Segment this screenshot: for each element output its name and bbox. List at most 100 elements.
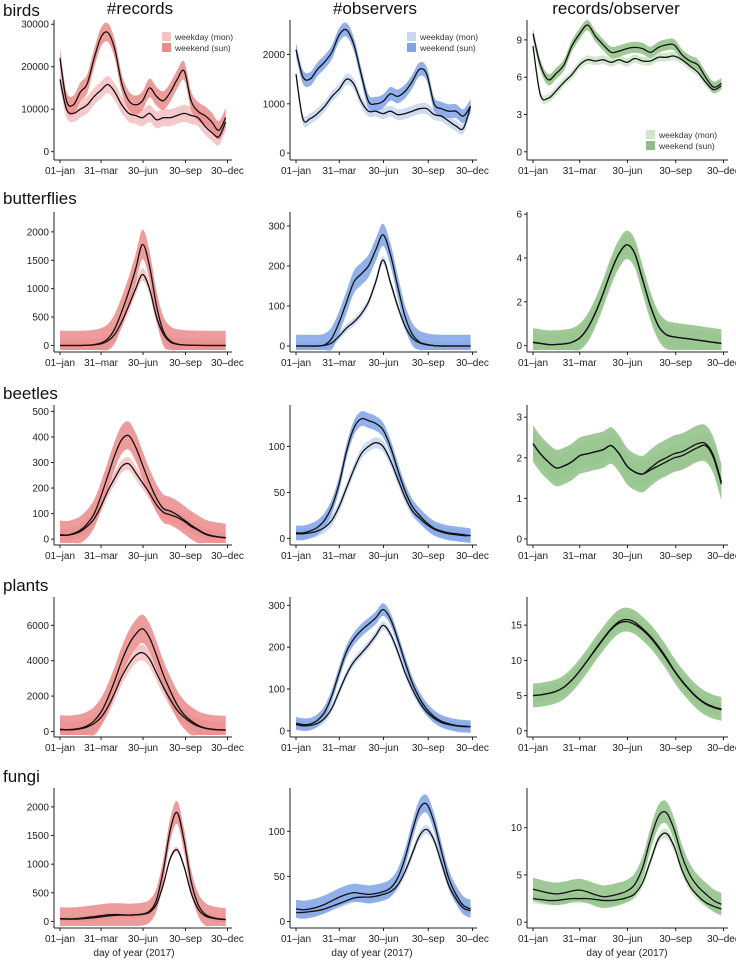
series-line-weekday-mon	[532, 832, 722, 910]
legend-label-weekday: weekday (mon)	[174, 32, 233, 42]
y-tick-label: 200	[268, 262, 285, 273]
x-tick-label: 30–jun	[128, 358, 158, 369]
y-tick-label: 0	[43, 727, 49, 738]
ci-band-weekend-sun	[296, 22, 471, 124]
y-tick-label: 10	[511, 823, 523, 834]
panel-beetles-observers: 0 50 100 01–jan 31–mar 30–jun 30–sep 30–dec	[268, 405, 489, 562]
x-tick-label: 30–jun	[612, 166, 642, 177]
x-tick-label: 30–dec	[211, 551, 244, 562]
legend: weekday (mon)weekend (sun)	[407, 32, 478, 53]
y-tick-label: 2	[516, 453, 522, 464]
series-line-weekend-sun	[532, 441, 723, 483]
series-line-weekend-sun	[59, 31, 227, 132]
x-tick-label: 01–jan	[518, 551, 548, 562]
y-tick-label: 300	[32, 458, 49, 469]
panel-birds-records: 0 10000 20000 30000 01–jan 31–mar 30–jun 30–sep…	[21, 20, 244, 177]
ci-band-weekend-sun	[296, 603, 471, 733]
x-axis-label-records-per-observer: day of year (2017)	[586, 948, 667, 959]
x-tick-label: 01–jan	[281, 743, 311, 754]
x-tick-label: 01–jan	[45, 551, 75, 562]
x-tick-label: 30–dec	[456, 166, 489, 177]
y-tick-label: 100	[268, 685, 285, 696]
x-tick-label: 01–jan	[518, 743, 548, 754]
ci-band-weekend-sun	[60, 229, 226, 351]
ci-band-weekend-sun	[533, 800, 722, 916]
y-tick-label: 0	[43, 341, 49, 352]
y-tick-label: 100	[268, 827, 285, 838]
x-tick-label: 30–jun	[369, 166, 399, 177]
series-line-weekend-sun	[60, 243, 226, 347]
x-tick-label: 30–jun	[369, 934, 399, 945]
y-tick-label: 200	[32, 484, 49, 495]
series-line-weekend-sun	[296, 234, 471, 347]
y-tick-label: 1000	[27, 860, 50, 871]
y-tick-label: 400	[32, 432, 49, 443]
y-tick-label: 0	[279, 342, 285, 353]
ci-band-weekend-sun	[60, 800, 226, 927]
panel-birds-records-observer: 0 3 6 9 01–jan 31–mar 30–jun 30–sep 30–dec weekda…	[516, 19, 736, 177]
x-tick-label: 30–jun	[612, 934, 642, 945]
x-tick-label: 30–sep	[659, 934, 692, 945]
x-tick-label: 30–dec	[456, 551, 489, 562]
x-tick-label: 30–jun	[128, 166, 158, 177]
x-tick-label: 31–mar	[563, 934, 598, 945]
series-line-weekend-sun	[295, 608, 471, 728]
column-title-records: #records	[107, 0, 173, 18]
y-tick-label: 2	[516, 297, 522, 308]
y-tick-label: 200	[268, 643, 285, 654]
panel-butterflies-observers: 0 100 200 300 01–jan 31–mar 30–jun 30–sep 30–dec	[268, 212, 489, 369]
y-tick-label: 20000	[21, 62, 49, 73]
y-tick-label: 4000	[27, 656, 50, 667]
y-tick-label: 2000	[263, 50, 286, 61]
x-tick-label: 30–jun	[128, 934, 158, 945]
row-title-plants: plants	[3, 576, 48, 595]
panel-fungi-observers: 0 50 100 01–jan 31–mar 30–jun 30–sep 30–dec	[268, 788, 489, 945]
x-tick-label: 01–jan	[45, 934, 75, 945]
y-tick-label: 100	[268, 442, 285, 453]
ci-band-weekend-sun	[533, 424, 722, 501]
y-tick-label: 300	[268, 222, 285, 233]
legend-swatch-weekend	[162, 43, 171, 52]
panel-birds-observers: 0 1000 2000 01–jan 31–mar 30–jun 30–sep 30–dec w…	[263, 20, 489, 177]
x-axis-label-observers: day of year (2017)	[331, 948, 412, 959]
x-tick-label: 30–sep	[169, 743, 202, 754]
y-tick-label: 3	[516, 110, 522, 121]
y-tick-label: 6000	[27, 621, 50, 632]
x-tick-label: 30–jun	[369, 551, 399, 562]
y-tick-label: 0	[279, 726, 285, 737]
legend-swatch-weekday	[162, 32, 171, 41]
y-tick-label: 500	[32, 313, 49, 324]
y-tick-label: 5	[516, 691, 522, 702]
series-line-weekend-sun	[532, 24, 722, 88]
x-tick-label: 30–dec	[456, 743, 489, 754]
panel-plants-records: 0 2000 4000 6000 01–jan 31–mar 30–jun 30–sep 30–…	[27, 597, 244, 754]
y-tick-label: 10	[511, 656, 523, 667]
x-tick-label: 31–mar	[84, 934, 119, 945]
series-line-weekend-sun	[59, 434, 226, 539]
x-tick-label: 30–dec	[707, 358, 736, 369]
series-line-weekday-mon	[59, 651, 226, 731]
x-tick-label: 31–mar	[322, 743, 357, 754]
column-title-observers: #observers	[333, 0, 417, 18]
panel-plants-records-observer: 0 5 10 15 01–jan 31–mar 30–jun 30–sep 30–dec	[511, 597, 736, 754]
panel-plants-observers: 0 100 200 300 01–jan 31–mar 30–jun 30–sep 30–dec	[268, 597, 489, 754]
x-tick-label: 30–sep	[412, 934, 445, 945]
ci-band-weekday-mon	[533, 41, 722, 105]
series-line-weekday-mon	[532, 46, 722, 101]
x-tick-label: 30–sep	[412, 743, 445, 754]
row-title-birds: birds	[3, 1, 40, 20]
x-tick-label: 30–sep	[169, 934, 202, 945]
series-line-weekend-sun	[532, 618, 722, 710]
legend-label-weekday: weekday (mon)	[419, 32, 478, 42]
x-tick-label: 30–dec	[707, 551, 736, 562]
panel-butterflies-records-observer: 0 2 4 6 01–jan 31–mar 30–jun 30–sep 30–dec	[516, 210, 736, 369]
x-tick-label: 30–dec	[707, 743, 736, 754]
y-tick-label: 5	[516, 870, 522, 881]
ci-band-weekend-sun	[533, 19, 722, 93]
x-tick-label: 30–sep	[659, 166, 692, 177]
series-line-weekday-mon	[296, 259, 471, 347]
legend: weekday (mon)weekend (sun)	[646, 130, 717, 151]
x-tick-label: 31–mar	[84, 551, 119, 562]
